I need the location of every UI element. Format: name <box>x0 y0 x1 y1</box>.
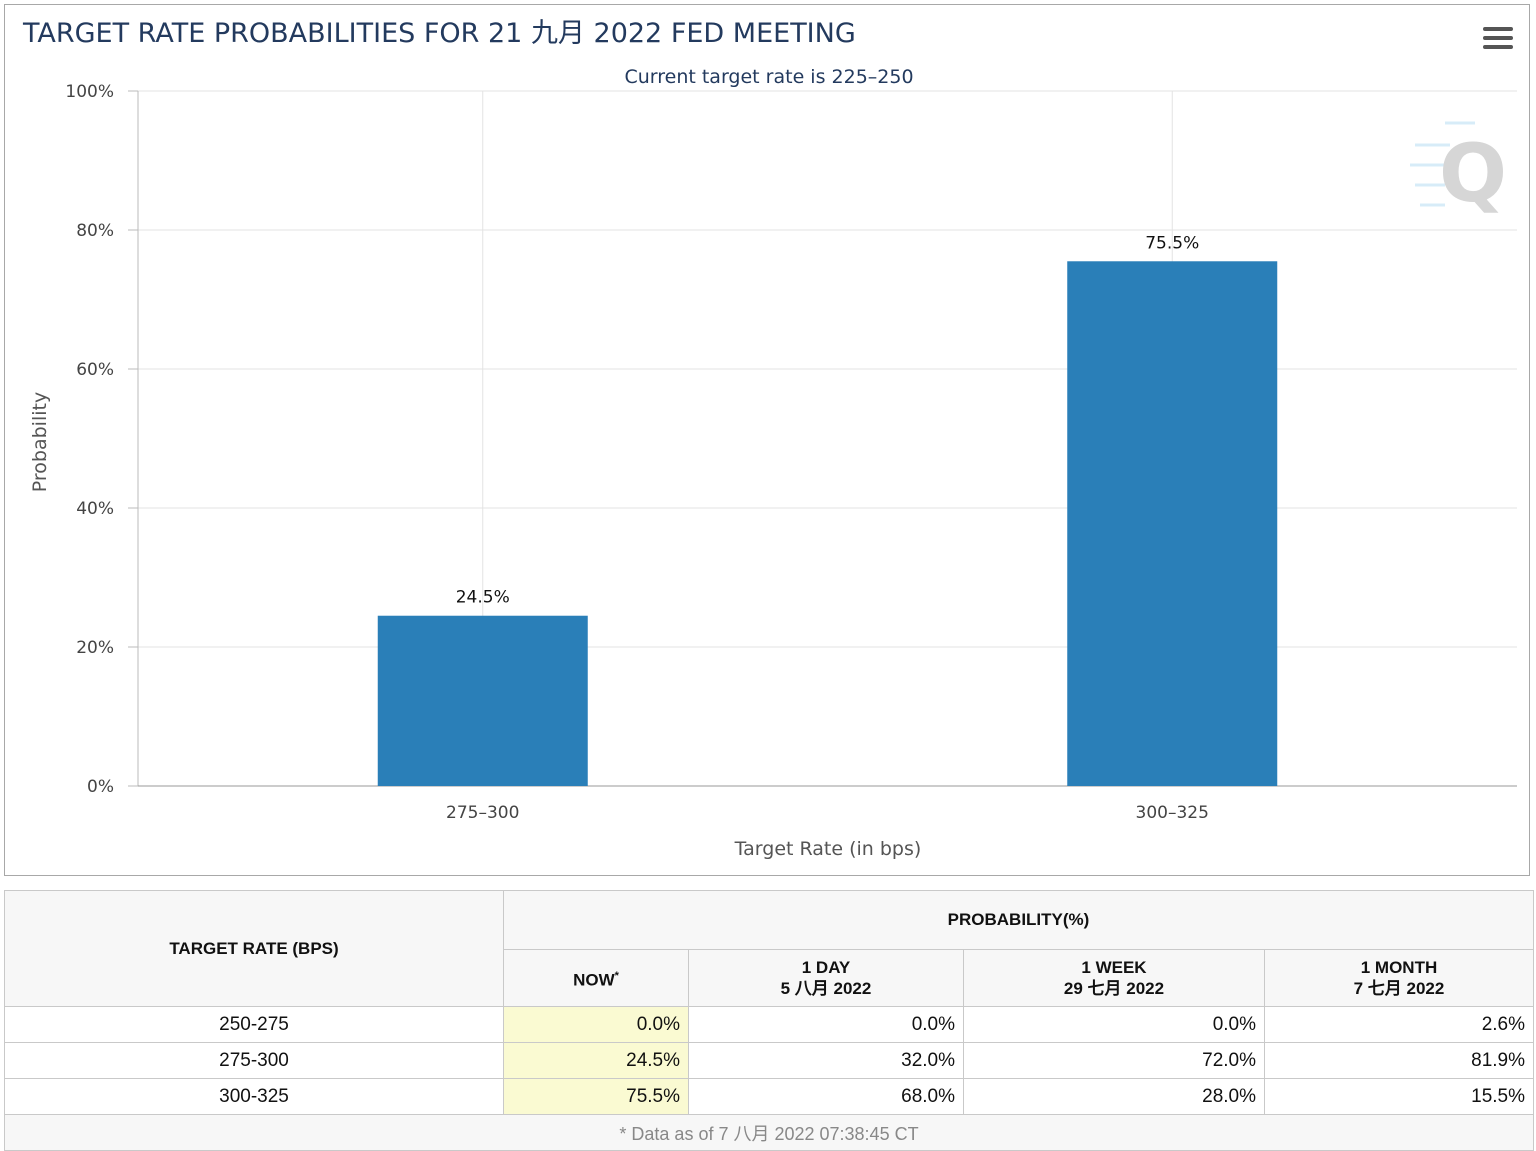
cell-rate: 250-275 <box>4 1006 504 1043</box>
cell-1-month: 81.9% <box>1264 1042 1534 1079</box>
data-timestamp-footnote: * Data as of 7 八月 2022 07:38:45 CT <box>4 1114 1534 1151</box>
header-now: NOW* <box>503 949 689 1007</box>
header-probability: PROBABILITY(%) <box>503 890 1534 950</box>
y-tick-label: 40% <box>76 499 114 519</box>
data-label: 75.5% <box>1145 233 1199 253</box>
header-1-month: 1 MONTH 7 七月 2022 <box>1264 949 1534 1007</box>
x-tick-label: 300–325 <box>1136 803 1209 823</box>
cell-1-day: 0.0% <box>688 1006 964 1043</box>
cell-1-week: 0.0% <box>963 1006 1265 1043</box>
table-row: 250-275 0.0% 0.0% 0.0% 2.6% <box>4 1006 1534 1043</box>
table-row: 300-325 75.5% 68.0% 28.0% 15.5% <box>4 1078 1534 1115</box>
cell-now: 75.5% <box>503 1078 689 1115</box>
y-tick-label: 100% <box>65 82 114 102</box>
y-tick-label: 20% <box>76 638 114 658</box>
y-tick-label: 60% <box>76 360 114 380</box>
cell-1-day: 68.0% <box>688 1078 964 1115</box>
y-tick-label: 80% <box>76 221 114 241</box>
chart-panel: TARGET RATE PROBABILITIES FOR 21 九月 2022… <box>4 4 1530 876</box>
y-tick-label: 0% <box>87 777 114 797</box>
data-label: 24.5% <box>456 588 510 608</box>
cell-1-day: 32.0% <box>688 1042 964 1079</box>
header-target-rate: TARGET RATE (BPS) <box>4 890 504 1007</box>
table-row: 275-300 24.5% 32.0% 72.0% 81.9% <box>4 1042 1534 1079</box>
cell-rate: 300-325 <box>4 1078 504 1115</box>
cell-1-week: 72.0% <box>963 1042 1265 1079</box>
y-axis-title: Probability <box>29 392 51 492</box>
cell-1-month: 15.5% <box>1264 1078 1534 1115</box>
watermark-q-logo-icon: Q <box>1410 121 1507 220</box>
header-1-week: 1 WEEK 29 七月 2022 <box>963 949 1265 1007</box>
chart-subtitle: Current target rate is 225–250 <box>624 66 913 88</box>
svg-text:Q: Q <box>1439 127 1507 220</box>
chart-title: TARGET RATE PROBABILITIES FOR 21 九月 2022… <box>22 18 856 49</box>
cell-1-month: 2.6% <box>1264 1006 1534 1043</box>
bar-300–325[interactable] <box>1067 261 1278 786</box>
cell-1-week: 28.0% <box>963 1078 1265 1115</box>
x-axis-title: Target Rate (in bps) <box>734 838 922 860</box>
cell-now: 24.5% <box>503 1042 689 1079</box>
x-tick-label: 275–300 <box>446 803 519 823</box>
header-1-day: 1 DAY 5 八月 2022 <box>688 949 964 1007</box>
bar-chart: TARGET RATE PROBABILITIES FOR 21 九月 2022… <box>22 18 1517 860</box>
probability-table: TARGET RATE (BPS) PROBABILITY(%) NOW* 1 … <box>4 890 1534 1151</box>
cell-rate: 275-300 <box>4 1042 504 1079</box>
cell-now: 0.0% <box>503 1006 689 1043</box>
bar-275–300[interactable] <box>377 615 588 786</box>
hamburger-menu-icon[interactable] <box>1483 27 1513 55</box>
